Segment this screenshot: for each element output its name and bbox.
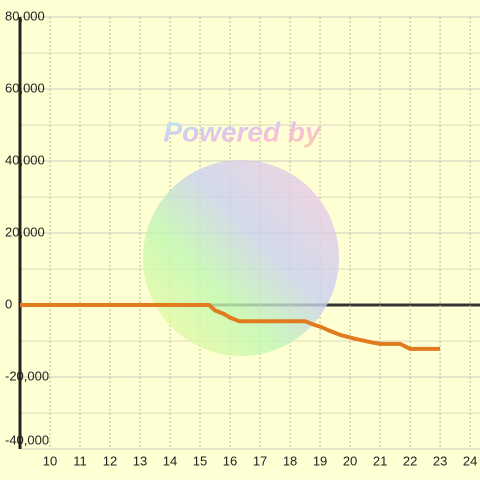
- x-tick-label: 10: [43, 453, 57, 468]
- y-tick-label: 60,000: [5, 80, 45, 95]
- y-tick-label: -40,000: [5, 432, 49, 447]
- y-tick-label: 20,000: [5, 224, 45, 239]
- watermark-text: Powered by: [163, 116, 322, 147]
- x-tick-label: 16: [223, 453, 237, 468]
- y-tick-label: 40,000: [5, 152, 45, 167]
- watermark-logo: [143, 160, 339, 356]
- y-tick-label: -20,000: [5, 368, 49, 383]
- x-tick-label: 11: [73, 453, 87, 468]
- x-tick-label: 21: [373, 453, 387, 468]
- y-tick-label: 80,000: [5, 8, 45, 23]
- x-tick-label: 22: [403, 453, 417, 468]
- x-tick-label: 23: [433, 453, 447, 468]
- x-tick-label: 15: [193, 453, 207, 468]
- x-tick-label: 24: [463, 453, 477, 468]
- x-tick-label: 12: [103, 453, 117, 468]
- x-tick-label: 13: [133, 453, 147, 468]
- data-line: [20, 303, 441, 351]
- x-tick-label: 20: [343, 453, 357, 468]
- x-tick-label: 14: [163, 453, 177, 468]
- x-tick-label: 18: [283, 453, 297, 468]
- x-tick-label: 17: [253, 453, 267, 468]
- y-tick-label: 0: [5, 296, 12, 311]
- x-tick-label: 19: [313, 453, 327, 468]
